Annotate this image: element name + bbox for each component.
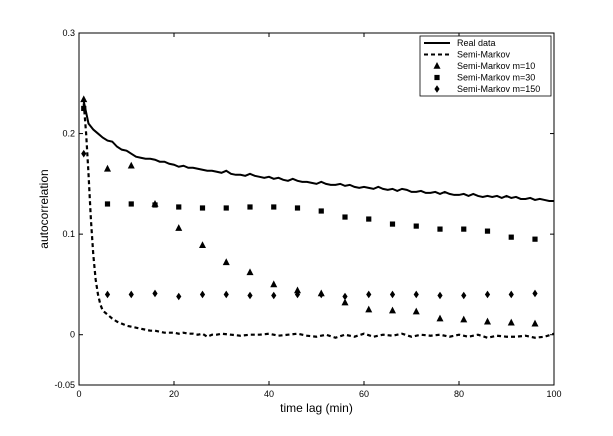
y-axis-label: autocorrelation	[37, 169, 51, 248]
data-point	[532, 236, 538, 242]
data-point	[128, 290, 134, 299]
data-point	[413, 223, 419, 229]
data-point	[342, 292, 348, 301]
data-point	[199, 290, 206, 299]
legend-label: Semi-Markov	[457, 50, 511, 60]
data-point	[484, 290, 491, 299]
data-point	[294, 286, 301, 294]
data-point	[318, 290, 324, 299]
data-point	[366, 216, 372, 222]
data-point	[365, 305, 373, 313]
data-point	[342, 214, 348, 220]
series-line	[82, 103, 555, 339]
series-0	[82, 101, 554, 202]
data-point	[270, 280, 278, 288]
data-point	[199, 205, 206, 211]
data-point	[532, 289, 538, 298]
legend-item: Semi-Markov m=30	[434, 73, 535, 83]
data-point	[437, 291, 443, 300]
data-point	[460, 315, 468, 323]
legend-label: Real data	[457, 38, 496, 48]
data-point	[223, 205, 229, 211]
data-point	[152, 289, 158, 298]
data-point	[247, 291, 253, 300]
data-point	[199, 241, 206, 249]
x-axis-label: time lag (min)	[280, 401, 353, 415]
data-point	[461, 291, 467, 300]
y-tick-label: -0.05	[54, 380, 75, 390]
legend-label: Semi-Markov m=150	[457, 84, 540, 94]
data-point	[176, 292, 182, 301]
legend-item: Semi-Markov m=150	[434, 84, 540, 94]
data-point	[294, 290, 301, 299]
data-point	[175, 224, 183, 231]
x-tick-label: 100	[546, 389, 561, 399]
data-point	[176, 204, 182, 210]
data-point	[436, 314, 444, 322]
data-point	[437, 226, 443, 232]
legend-item: Semi-Markov	[424, 50, 511, 60]
x-tick-label: 0	[76, 389, 81, 399]
data-point	[271, 291, 277, 300]
series-3	[81, 105, 538, 242]
series-layer	[80, 95, 555, 339]
data-point	[484, 228, 491, 234]
data-point	[294, 205, 301, 211]
data-point	[318, 208, 324, 214]
data-point	[152, 202, 158, 208]
x-tick-label: 40	[264, 389, 274, 399]
data-point	[246, 268, 254, 276]
legend-item: Real data	[424, 38, 496, 48]
legend-label: Semi-Markov m=10	[457, 61, 535, 71]
x-tick-label: 20	[169, 389, 179, 399]
data-point	[389, 306, 396, 314]
data-point	[508, 234, 514, 240]
data-point	[507, 318, 515, 326]
y-tick-label: 0.3	[62, 28, 75, 38]
data-point	[531, 319, 539, 327]
data-point	[104, 201, 111, 207]
series-4	[81, 149, 538, 301]
data-point	[222, 258, 230, 266]
data-point	[412, 307, 420, 315]
legend-label: Semi-Markov m=30	[457, 73, 535, 83]
legend-swatch	[434, 85, 440, 93]
legend-swatch	[433, 62, 441, 69]
data-point	[81, 149, 87, 158]
data-point	[104, 164, 111, 172]
data-point	[366, 290, 372, 299]
data-point	[127, 161, 135, 169]
series-2	[80, 95, 539, 327]
x-tick-label: 80	[454, 389, 464, 399]
y-tick-label: 0.2	[62, 129, 75, 139]
x-tick-label: 60	[359, 389, 369, 399]
data-point	[389, 221, 396, 227]
data-point	[341, 298, 349, 306]
data-point	[461, 226, 467, 232]
series-line	[82, 101, 554, 202]
data-point	[247, 204, 253, 210]
data-point	[484, 317, 491, 325]
legend-swatch	[434, 74, 440, 81]
data-point	[104, 290, 111, 299]
data-point	[389, 290, 396, 299]
data-point	[80, 95, 88, 103]
data-point	[81, 105, 87, 112]
legend-item: Semi-Markov m=10	[433, 61, 535, 71]
data-point	[413, 290, 419, 299]
series-1	[82, 103, 555, 339]
legend-box	[419, 35, 552, 97]
y-tick-label: 0.1	[62, 229, 75, 239]
data-point	[128, 201, 134, 207]
data-point	[271, 204, 277, 210]
data-point	[508, 290, 514, 299]
y-tick-label: 0	[70, 330, 75, 340]
data-point	[223, 290, 229, 299]
